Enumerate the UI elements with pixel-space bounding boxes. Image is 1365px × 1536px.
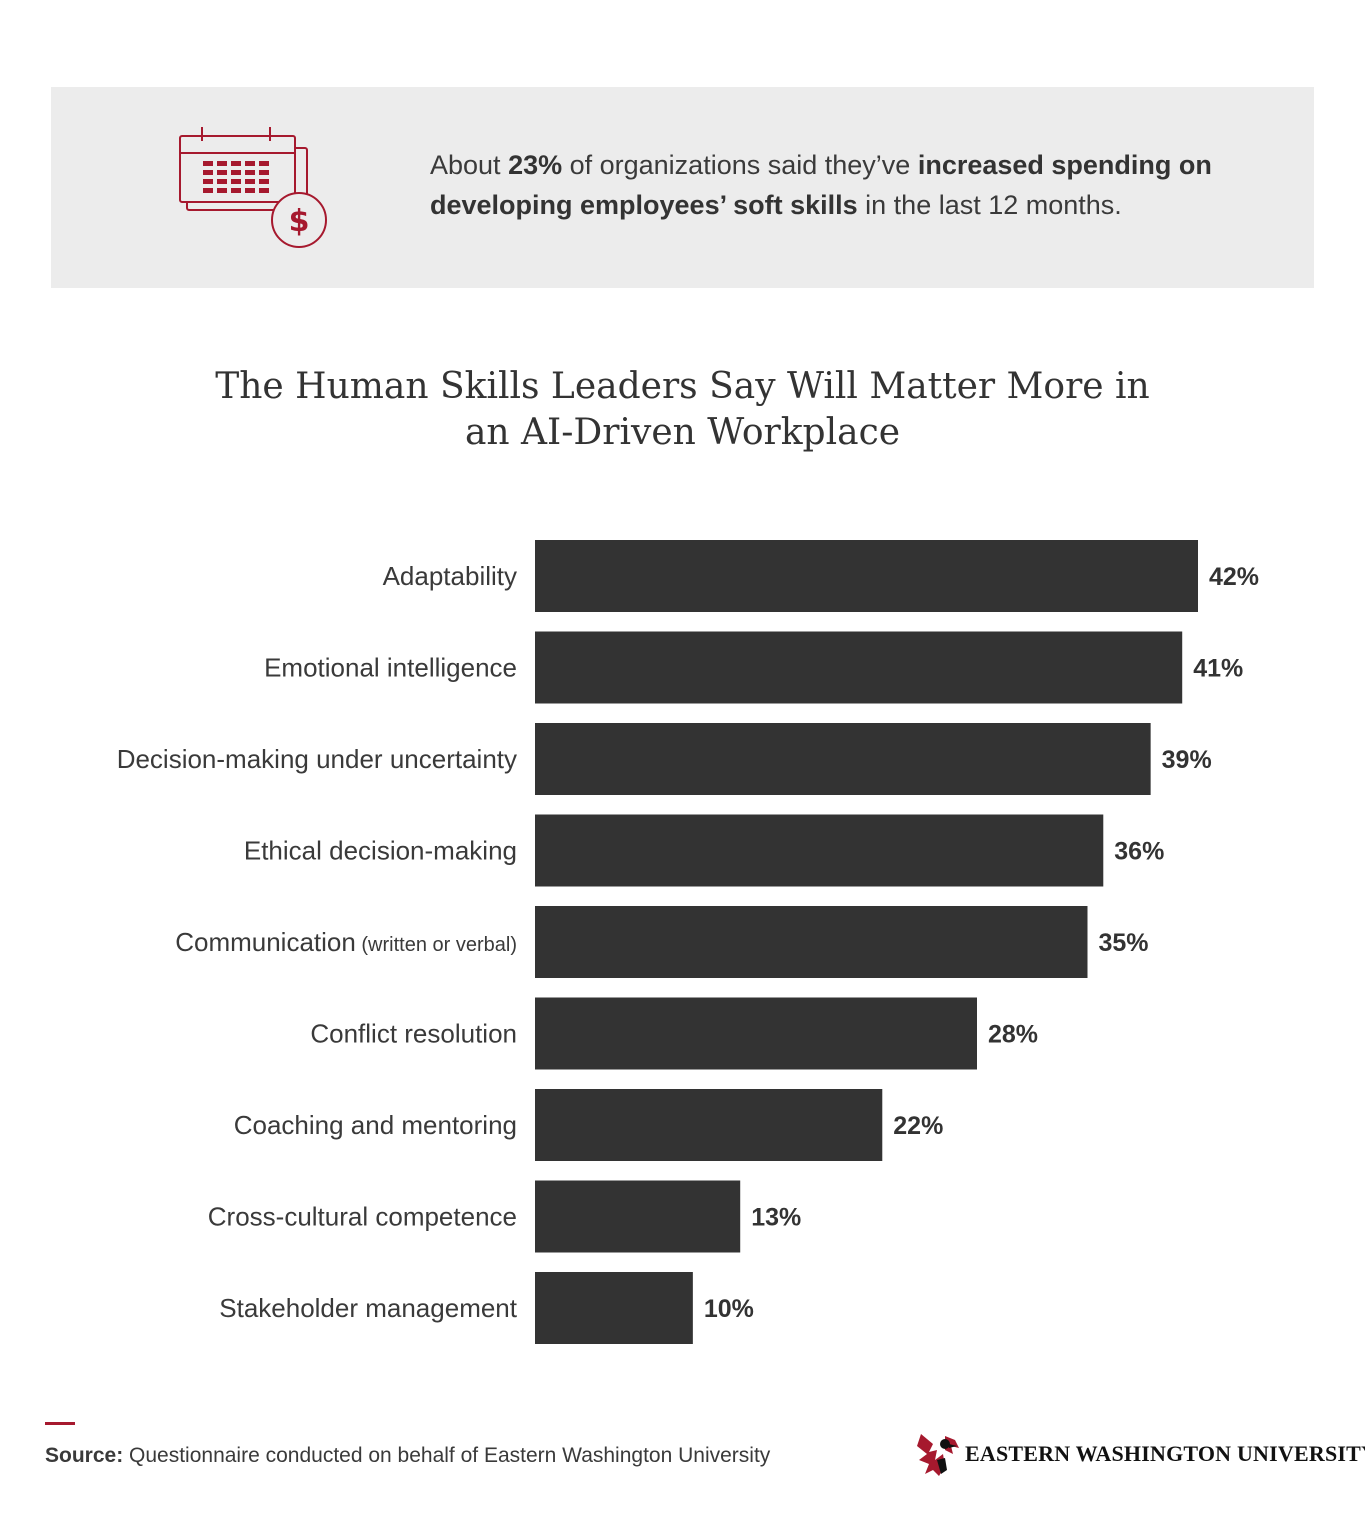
bar-5 [535, 997, 977, 1070]
value-label-7: 13% [751, 1204, 801, 1232]
stat-middle: of organizations said they’ve [562, 150, 918, 180]
chart-title: The Human Skills Leaders Say Will Matter… [0, 364, 1365, 456]
chart-title-line-2: an AI-Driven Workplace [464, 412, 901, 453]
category-label-3: Ethical decision-making [244, 836, 517, 866]
value-label-8: 10% [704, 1295, 754, 1323]
category-label-7: Cross-cultural competence [208, 1202, 517, 1232]
category-label-1: Emotional intelligence [264, 653, 517, 683]
stat-callout: $ About 23% of organizations said they’v… [51, 87, 1314, 288]
bar-7 [535, 1180, 741, 1253]
bar-2 [535, 723, 1151, 795]
value-label-4: 35% [1099, 929, 1149, 957]
category-label-0: Adaptability [383, 561, 517, 591]
bar-3 [535, 814, 1104, 887]
source-note: Source: Questionnaire conducted on behal… [45, 1444, 770, 1468]
bar-6 [535, 1089, 883, 1161]
chart-title-line-1: The Human Skills Leaders Say Will Matter… [215, 366, 1150, 407]
bar-0 [535, 540, 1198, 612]
bar-4 [535, 906, 1088, 978]
category-label-5: Conflict resolution [310, 1019, 517, 1049]
eagle-icon [917, 1434, 959, 1476]
bar-1 [535, 631, 1183, 704]
source-accent-rule [45, 1422, 75, 1425]
value-label-3: 36% [1114, 838, 1164, 866]
stat-text: About 23% of organizations said they’ve … [430, 145, 1250, 225]
value-label-0: 42% [1209, 563, 1259, 591]
bar-8 [535, 1272, 693, 1344]
category-label-8: Stakeholder management [219, 1293, 518, 1323]
stat-prefix: About [430, 150, 509, 180]
source-text: Questionnaire conducted on behalf of Eas… [123, 1444, 771, 1467]
university-logo: EASTERN WASHINGTON UNIVERSITY [915, 1430, 1365, 1480]
calendar-dollar-icon: $ [179, 127, 327, 248]
stat-highlight: increased spending on developing employe… [430, 150, 1212, 220]
value-label-1: 41% [1193, 655, 1243, 683]
bar-chart: Adaptability 42% Emotional intelligence 41%… [117, 540, 1259, 1344]
value-label-5: 28% [988, 1021, 1038, 1049]
svg-text:$: $ [289, 204, 310, 239]
stat-percent: 23% [508, 150, 563, 180]
category-label-6: Coaching and mentoring [234, 1110, 517, 1140]
category-label-4: Communication (written or verbal) [175, 927, 517, 957]
logo-text: EASTERN WASHINGTON UNIVERSITY [965, 1441, 1365, 1466]
category-label-2: Decision-making under uncertainty [117, 744, 517, 774]
value-label-6: 22% [893, 1112, 943, 1140]
value-label-2: 39% [1162, 746, 1212, 774]
stat-suffix: in the last 12 months. [857, 190, 1122, 220]
source-label: Source: [45, 1444, 124, 1467]
